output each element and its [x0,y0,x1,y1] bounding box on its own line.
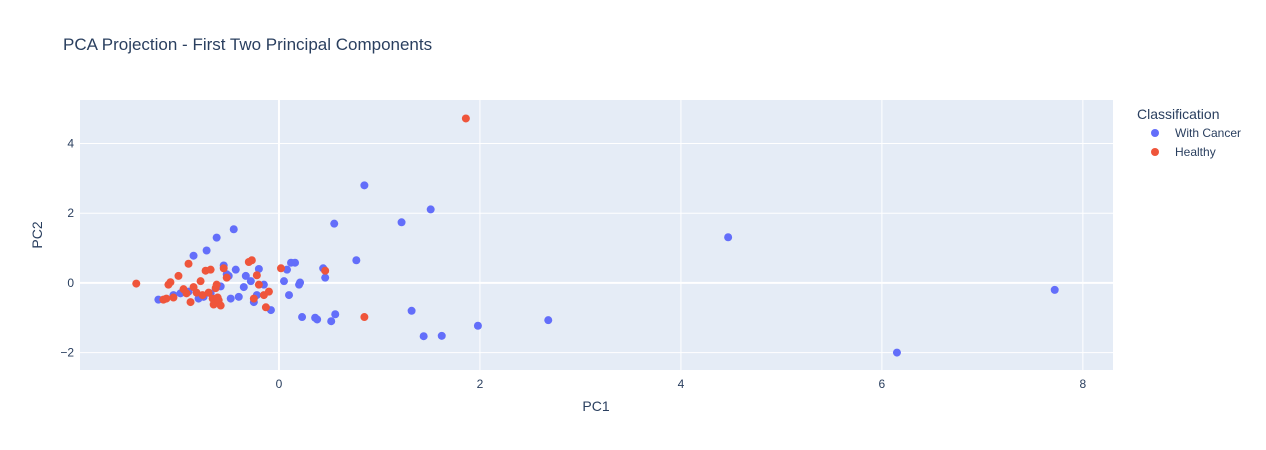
legend-label-healthy: Healthy [1175,145,1216,159]
legend-marker-healthy [1151,148,1159,156]
point-healthy[interactable] [219,264,228,273]
point-with-cancer[interactable] [327,317,336,326]
y-tick-label: 0 [67,276,74,290]
legend: Classification With Cancer Healthy [1137,106,1241,159]
point-with-cancer[interactable] [321,273,330,282]
point-healthy[interactable] [276,264,285,273]
point-with-cancer[interactable] [360,181,369,190]
chart-title: PCA Projection - First Two Principal Com… [63,35,432,54]
point-healthy[interactable] [184,259,193,268]
point-healthy[interactable] [261,303,270,312]
legend-marker-with-cancer [1151,129,1159,137]
x-axis-label: PC1 [582,398,609,414]
point-with-cancer[interactable] [229,225,238,234]
point-healthy[interactable] [206,265,215,274]
data-points [132,114,1059,357]
tick-labels: 0 2 4 6 8 −2 0 2 4 [60,137,1086,391]
point-healthy[interactable] [264,287,273,296]
point-with-cancer[interactable] [279,277,288,286]
point-with-cancer[interactable] [330,219,339,228]
point-with-cancer[interactable] [234,292,243,301]
x-tick-label: 0 [276,377,283,391]
point-with-cancer[interactable] [313,315,322,324]
point-with-cancer[interactable] [419,332,428,341]
point-healthy[interactable] [360,313,369,322]
point-healthy[interactable] [162,294,171,303]
point-with-cancer[interactable] [239,283,248,292]
point-with-cancer[interactable] [212,233,221,242]
point-with-cancer[interactable] [1050,285,1059,294]
point-healthy[interactable] [252,271,261,280]
point-healthy[interactable] [249,294,258,303]
point-with-cancer[interactable] [407,306,416,315]
point-healthy[interactable] [169,293,178,302]
point-healthy[interactable] [461,114,470,123]
y-tick-label: 2 [67,206,74,220]
point-healthy[interactable] [216,301,225,310]
point-healthy[interactable] [192,288,201,297]
point-with-cancer[interactable] [892,348,901,357]
point-healthy[interactable] [212,280,221,289]
point-with-cancer[interactable] [437,331,446,340]
point-healthy[interactable] [196,277,205,286]
point-with-cancer[interactable] [544,316,553,325]
point-healthy[interactable] [132,279,141,288]
x-tick-label: 2 [477,377,484,391]
point-healthy[interactable] [247,256,256,265]
point-healthy[interactable] [186,298,195,307]
x-tick-label: 4 [678,377,685,391]
point-with-cancer[interactable] [283,265,292,274]
point-healthy[interactable] [254,280,263,289]
point-with-cancer[interactable] [231,265,240,274]
point-with-cancer[interactable] [202,246,211,255]
point-with-cancer[interactable] [296,278,305,287]
y-axis-label: PC2 [29,221,45,248]
x-tick-label: 8 [1080,377,1087,391]
point-with-cancer[interactable] [298,313,307,322]
point-healthy[interactable] [174,271,183,280]
point-healthy[interactable] [166,278,175,287]
point-with-cancer[interactable] [397,218,406,227]
legend-item-healthy[interactable]: Healthy [1151,145,1216,159]
point-with-cancer[interactable] [426,205,435,214]
point-healthy[interactable] [182,289,191,298]
point-with-cancer[interactable] [473,321,482,330]
legend-title: Classification [1137,106,1219,122]
point-with-cancer[interactable] [331,310,340,319]
point-with-cancer[interactable] [254,264,263,273]
x-tick-label: 6 [879,377,886,391]
point-healthy[interactable] [222,273,231,282]
y-tick-label: 4 [67,137,74,151]
legend-item-with-cancer[interactable]: With Cancer [1151,126,1241,140]
point-with-cancer[interactable] [352,256,361,265]
point-with-cancer[interactable] [285,291,294,300]
plot-area [80,100,1113,370]
point-with-cancer[interactable] [724,233,733,242]
point-healthy[interactable] [198,291,207,300]
point-healthy[interactable] [204,288,213,297]
point-with-cancer[interactable] [189,251,198,260]
point-with-cancer[interactable] [246,277,255,286]
y-tick-label: −2 [60,346,74,360]
point-with-cancer[interactable] [291,258,300,267]
point-healthy[interactable] [321,266,330,275]
legend-label-with-cancer: With Cancer [1175,126,1241,140]
point-with-cancer[interactable] [241,271,250,280]
point-with-cancer[interactable] [226,294,235,303]
